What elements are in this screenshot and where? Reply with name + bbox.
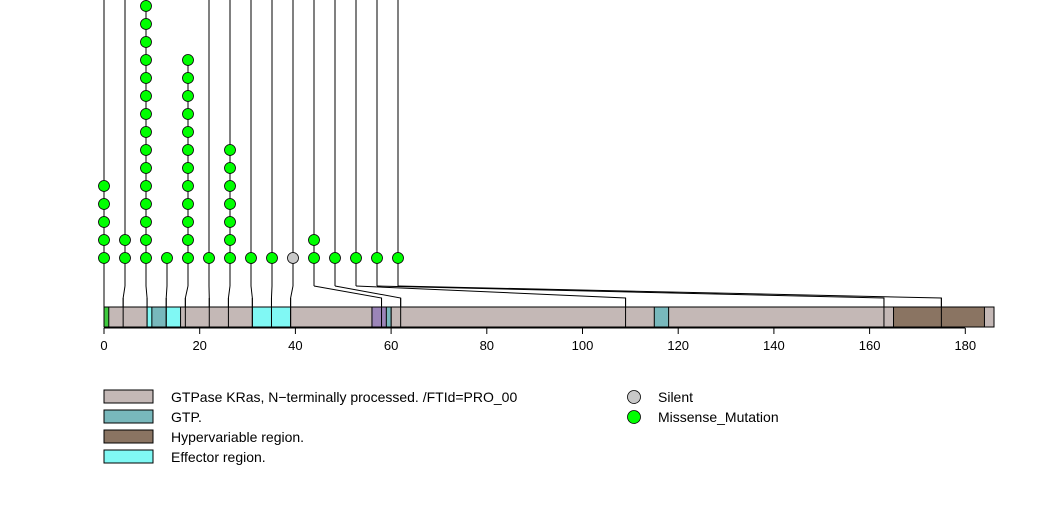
domain-segment — [653, 306, 670, 328]
domain-segment — [151, 306, 167, 328]
legend-domain-swatch — [103, 389, 154, 404]
x-axis-tick-label: 140 — [763, 338, 785, 353]
missense-mutation-marker — [140, 180, 152, 192]
legend-mutation-label: Silent — [658, 389, 693, 405]
domain-segment — [103, 306, 110, 328]
legend-domain-label: Effector region. — [171, 449, 266, 465]
x-axis-tick-label: 80 — [480, 338, 494, 353]
missense-mutation-marker — [182, 108, 194, 120]
mutation-connector — [397, 285, 942, 307]
missense-mutation-marker — [140, 144, 152, 156]
missense-mutation-marker — [182, 252, 194, 264]
legend-domain-swatch — [103, 429, 154, 444]
missense-mutation-marker — [182, 54, 194, 66]
x-axis-tick-label: 100 — [572, 338, 594, 353]
legend-domain-swatch — [103, 449, 154, 464]
x-axis-tick-label: 60 — [384, 338, 398, 353]
missense-mutation-marker — [329, 252, 341, 264]
missense-mutation-marker — [350, 252, 362, 264]
missense-mutation-marker — [140, 216, 152, 228]
missense-mutation-marker — [140, 18, 152, 30]
missense-mutation-marker — [182, 90, 194, 102]
missense-mutation-marker — [140, 234, 152, 246]
mutation-connector — [334, 285, 402, 307]
x-axis-tick-label: 20 — [192, 338, 206, 353]
missense-mutation-marker — [161, 252, 173, 264]
missense-mutation-marker — [392, 252, 404, 264]
missense-mutation-marker — [98, 198, 110, 210]
missense-mutation-marker — [119, 234, 131, 246]
missense-mutation-marker — [308, 234, 320, 246]
missense-mutation-marker — [182, 162, 194, 174]
missense-mutation-marker — [203, 252, 215, 264]
missense-mutation-marker — [224, 234, 236, 246]
missense-mutation-marker — [308, 252, 320, 264]
legend-mutation-label: Missense_Mutation — [658, 409, 779, 425]
missense-mutation-marker — [182, 126, 194, 138]
missense-mutation-marker — [98, 216, 110, 228]
missense-mutation-marker — [140, 90, 152, 102]
mutation-connector — [376, 285, 885, 307]
legend-domain-label: GTPase KRas, N−terminally processed. /FT… — [171, 389, 517, 405]
domain-segment — [893, 306, 985, 328]
legend-domain-swatch — [103, 409, 154, 424]
missense-mutation-marker — [140, 0, 152, 12]
missense-mutation-marker — [224, 180, 236, 192]
missense-mutation-marker — [140, 252, 152, 264]
missense-mutation-marker — [140, 198, 152, 210]
missense-mutation-marker — [98, 252, 110, 264]
mutation-connector — [313, 285, 383, 307]
missense-mutation-marker — [182, 216, 194, 228]
legend-mutation-marker — [627, 410, 641, 424]
missense-mutation-marker — [140, 162, 152, 174]
legend-domain-label: GTP. — [171, 409, 202, 425]
missense-mutation-marker — [119, 252, 131, 264]
missense-mutation-marker — [182, 144, 194, 156]
x-axis-tick-label: 160 — [859, 338, 881, 353]
x-axis-tick-label: 120 — [667, 338, 689, 353]
missense-mutation-marker — [224, 162, 236, 174]
missense-mutation-marker — [224, 198, 236, 210]
missense-mutation-marker — [224, 252, 236, 264]
missense-mutation-marker — [266, 252, 278, 264]
domain-segment — [385, 306, 392, 328]
missense-mutation-marker — [224, 216, 236, 228]
x-axis-tick-label: 180 — [954, 338, 976, 353]
missense-mutation-marker — [140, 72, 152, 84]
protein-backbone — [103, 306, 995, 328]
legend-domain-label: Hypervariable region. — [171, 429, 304, 445]
missense-mutation-marker — [182, 198, 194, 210]
missense-mutation-marker — [182, 180, 194, 192]
x-axis-tick-label: 40 — [288, 338, 302, 353]
x-axis-tick-label: 0 — [100, 338, 107, 353]
missense-mutation-marker — [224, 144, 236, 156]
missense-mutation-marker — [371, 252, 383, 264]
silent-mutation-marker — [287, 252, 299, 264]
missense-mutation-marker — [98, 180, 110, 192]
missense-mutation-marker — [140, 126, 152, 138]
missense-mutation-marker — [98, 234, 110, 246]
missense-mutation-marker — [245, 252, 257, 264]
legend-mutation-marker — [627, 390, 641, 404]
missense-mutation-marker — [140, 36, 152, 48]
missense-mutation-marker — [140, 108, 152, 120]
missense-mutation-marker — [140, 54, 152, 66]
missense-mutation-marker — [182, 72, 194, 84]
missense-mutation-marker — [182, 234, 194, 246]
